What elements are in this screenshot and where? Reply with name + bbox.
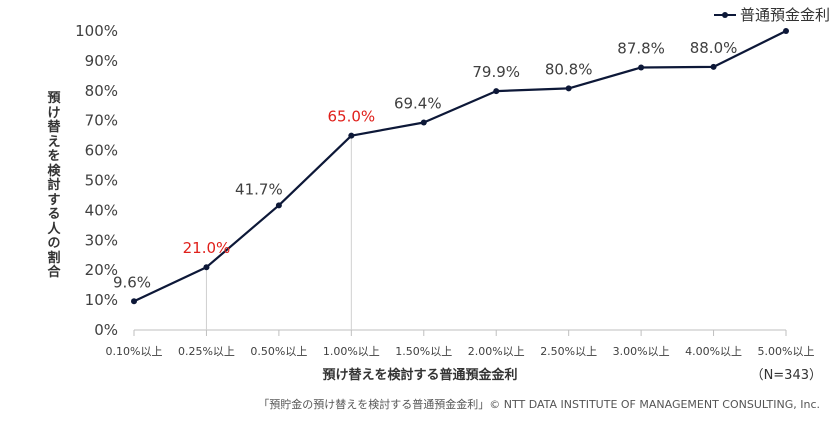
y-tick-label: 10% [85,291,118,309]
data-label: 9.6% [113,273,151,291]
data-label: 88.0% [690,39,738,57]
y-tick-label: 90% [85,52,118,70]
source-credit: 「預貯金の預け替えを検討する普通預金金利」© NTT DATA INSTITUT… [258,398,820,411]
data-point [275,202,282,209]
data-labels: 9.6% 21.0% 41.7% 65.0% 69.4% 79.9% 80.8% 87.8% 8… [113,39,737,291]
x-tick-label: 1.00%以上 [323,345,380,358]
y-tick-label: 60% [85,142,118,160]
y-tick-label: 80% [85,82,118,100]
data-point [638,64,645,71]
data-point [203,264,210,271]
x-tick-label: 4.00%以上 [685,345,742,358]
data-label: 80.8% [545,60,593,78]
y-tick-label: 30% [85,231,118,249]
x-tick-label: 0.10%以上 [106,345,163,358]
data-point [348,132,355,139]
highlight-guides [205,135,352,330]
legend-line-marker [713,11,736,18]
x-tick-label: 0.25%以上 [178,345,235,358]
data-point [420,119,427,126]
legend: 普通預金金利 [713,4,830,25]
y-tick-label: 40% [85,201,118,219]
x-axis: 0.10%以上 0.25%以上 0.50%以上 1.00%以上 1.50%以上 2.00%… [106,329,815,358]
y-tick-label: 0% [94,321,118,339]
legend-label: 普通預金金利 [739,6,830,24]
data-point [710,63,717,70]
y-axis-ticks: 0% 10% 20% 30% 40% 50% 60% 70% 80% 90% 100% [75,22,118,339]
y-tick-label: 20% [85,261,118,279]
x-tick-label: 3.00%以上 [613,345,670,358]
x-tick-label: 1.50%以上 [395,345,452,358]
y-tick-label: 50% [85,172,118,190]
data-point [493,88,500,95]
data-label: 79.9% [472,63,520,81]
series-polyline [133,30,787,303]
y-tick-label: 70% [85,112,118,130]
x-tick-label: 5.00%以上 [758,345,815,358]
data-point [565,85,572,92]
series-line [131,28,789,305]
data-point [131,298,137,305]
x-tick-label: 2.00%以上 [468,345,525,358]
x-tick-label: 0.50%以上 [250,345,307,358]
data-label: 87.8% [617,39,665,57]
x-axis-title: 預け替えを検討する普通預金金利 [322,368,518,383]
data-label: 69.4% [394,94,442,112]
y-tick-label: 100% [75,22,118,40]
data-label: 41.7% [235,180,283,198]
sample-size-note: （N=343） [750,368,822,383]
y-axis-title: 預け替えを検討する人の割合 [47,91,61,280]
data-label: 21.0% [183,239,231,257]
x-tick-label: 2.50%以上 [540,345,597,358]
data-point [783,28,789,34]
data-label: 65.0% [328,108,376,126]
